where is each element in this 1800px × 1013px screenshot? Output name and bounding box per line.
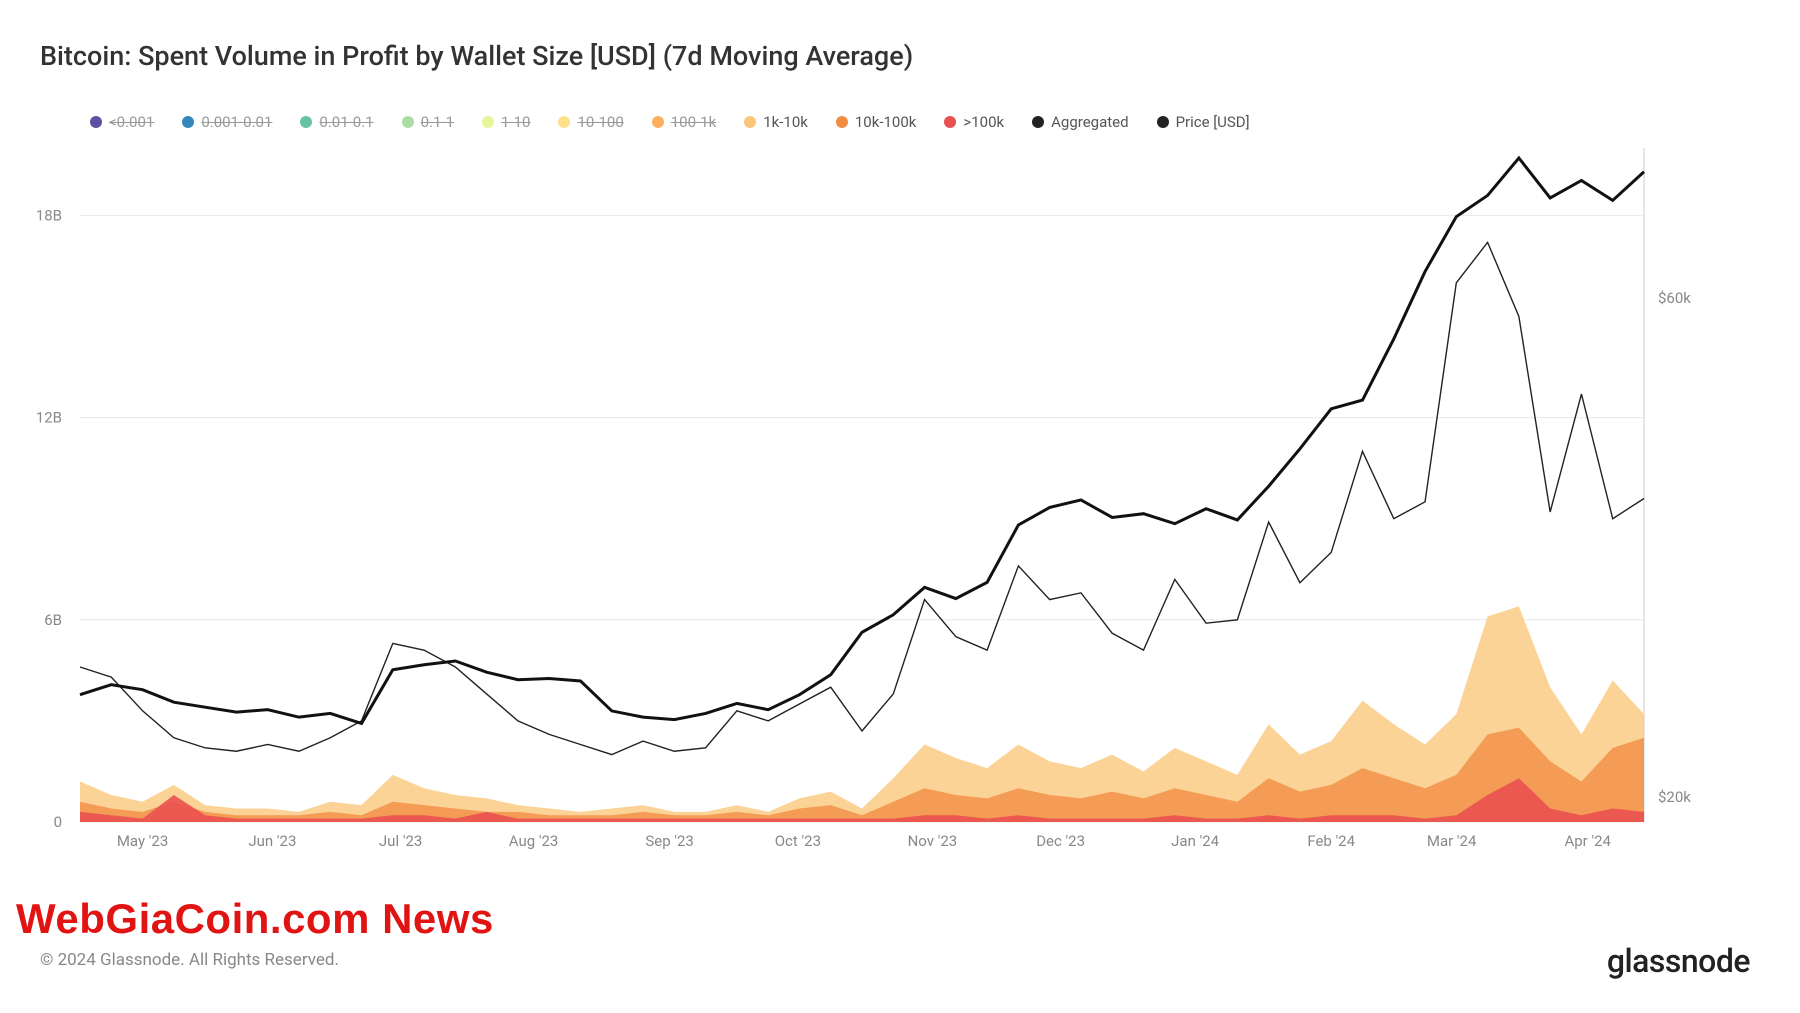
- legend-dot-icon: [482, 116, 494, 128]
- svg-text:May '23: May '23: [117, 832, 168, 850]
- legend-label: 0.01-0.1: [319, 113, 373, 131]
- watermark-text: WebGiaCoin.com News: [16, 895, 494, 943]
- legend-item[interactable]: 10k-100k: [836, 113, 917, 131]
- svg-text:Nov '23: Nov '23: [908, 832, 958, 850]
- svg-text:18B: 18B: [36, 206, 62, 224]
- legend-label: 10-100: [577, 113, 623, 131]
- copyright-text: © 2024 Glassnode. All Rights Reserved.: [40, 950, 339, 970]
- chart-title: Bitcoin: Spent Volume in Profit by Walle…: [40, 40, 913, 72]
- svg-text:Apr '24: Apr '24: [1564, 832, 1611, 850]
- legend-label: 1-10: [501, 113, 530, 131]
- legend-dot-icon: [1157, 116, 1169, 128]
- legend-label: 0.001-0.01: [201, 113, 272, 131]
- chart-legend: <0.001 0.001-0.01 0.01-0.1 0.1-1 1-10 10-100 1…: [90, 113, 1250, 131]
- brand-logo: glassnode: [1607, 942, 1750, 980]
- svg-text:0: 0: [54, 813, 62, 831]
- legend-item[interactable]: 1k-10k: [744, 113, 808, 131]
- svg-text:12B: 12B: [36, 409, 62, 427]
- svg-text:Mar '24: Mar '24: [1427, 832, 1477, 850]
- legend-item[interactable]: 10-100: [558, 113, 623, 131]
- svg-text:$60k: $60k: [1658, 289, 1691, 307]
- legend-dot-icon: [402, 116, 414, 128]
- legend-item[interactable]: 0.01-0.1: [300, 113, 373, 131]
- legend-label: Aggregated: [1051, 113, 1128, 131]
- legend-dot-icon: [1032, 116, 1044, 128]
- legend-label: 10k-100k: [855, 113, 917, 131]
- legend-dot-icon: [182, 116, 194, 128]
- svg-text:Jan '24: Jan '24: [1171, 832, 1219, 850]
- legend-label: >100k: [963, 113, 1004, 131]
- legend-label: <0.001: [109, 113, 154, 131]
- legend-label: 100-1k: [671, 113, 716, 131]
- legend-item[interactable]: 0.001-0.01: [182, 113, 272, 131]
- svg-text:Feb '24: Feb '24: [1307, 832, 1355, 850]
- svg-text:Jul '23: Jul '23: [379, 832, 422, 850]
- legend-dot-icon: [944, 116, 956, 128]
- legend-label: 1k-10k: [763, 113, 808, 131]
- legend-item[interactable]: 100-1k: [652, 113, 716, 131]
- legend-item[interactable]: <0.001: [90, 113, 154, 131]
- legend-item[interactable]: 0.1-1: [402, 113, 454, 131]
- legend-item[interactable]: Price [USD]: [1157, 113, 1250, 131]
- svg-text:Jun '23: Jun '23: [248, 832, 296, 850]
- svg-text:Dec '23: Dec '23: [1036, 832, 1085, 850]
- svg-text:Aug '23: Aug '23: [509, 832, 559, 850]
- legend-label: 0.1-1: [421, 113, 454, 131]
- legend-dot-icon: [652, 116, 664, 128]
- legend-dot-icon: [300, 116, 312, 128]
- svg-text:$20k: $20k: [1658, 788, 1691, 806]
- legend-dot-icon: [90, 116, 102, 128]
- legend-item[interactable]: 1-10: [482, 113, 530, 131]
- legend-label: Price [USD]: [1176, 113, 1250, 131]
- chart-plot: 06B12B18B$20k$60kMay '23Jun '23Jul '23Au…: [80, 140, 1700, 860]
- legend-dot-icon: [744, 116, 756, 128]
- legend-dot-icon: [836, 116, 848, 128]
- legend-item[interactable]: Aggregated: [1032, 113, 1128, 131]
- svg-text:Sep '23: Sep '23: [645, 832, 694, 850]
- legend-item[interactable]: >100k: [944, 113, 1004, 131]
- svg-text:6B: 6B: [44, 611, 62, 629]
- legend-dot-icon: [558, 116, 570, 128]
- svg-text:Oct '23: Oct '23: [775, 832, 821, 850]
